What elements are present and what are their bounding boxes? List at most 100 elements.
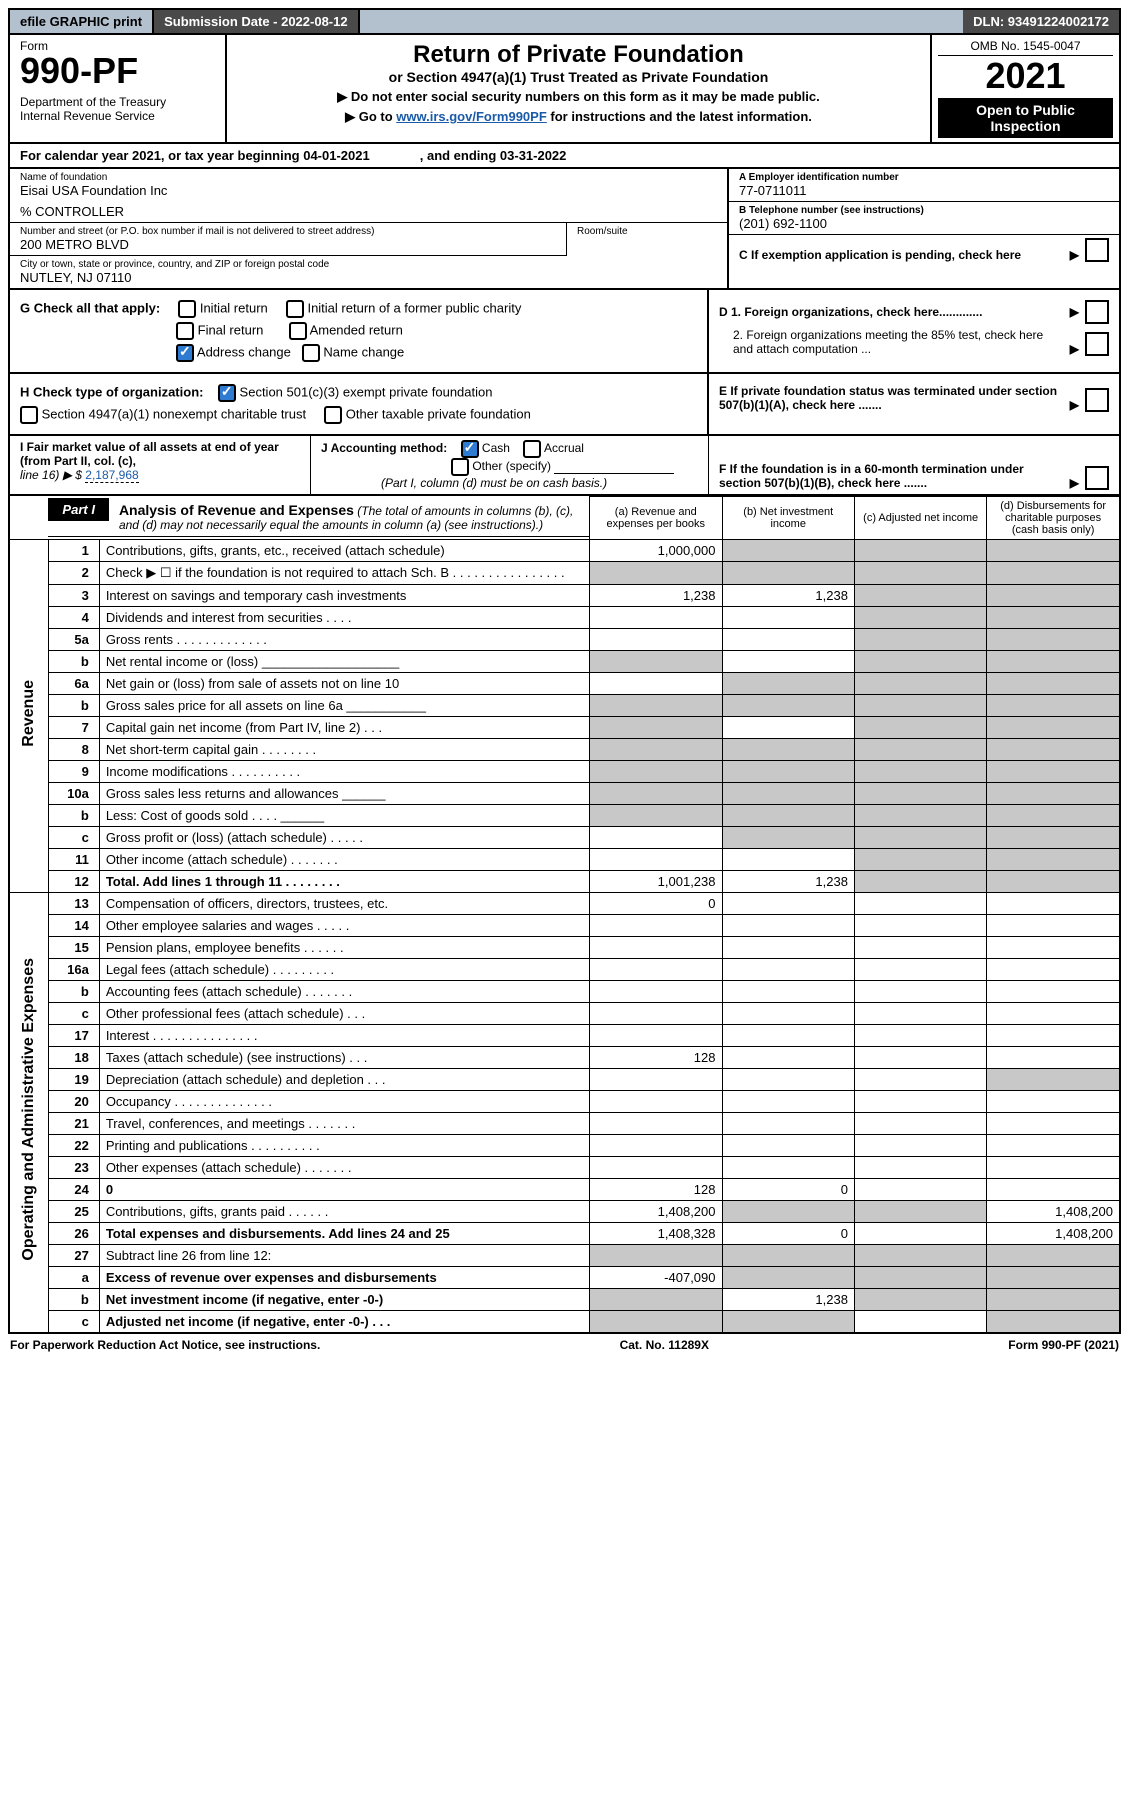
cell-a bbox=[590, 1002, 722, 1024]
row-number: c bbox=[48, 1002, 99, 1024]
cell-a bbox=[590, 804, 722, 826]
col-b-header: (b) Net investment income bbox=[722, 496, 854, 539]
cell-b: 0 bbox=[722, 1222, 854, 1244]
cell-b bbox=[722, 1046, 854, 1068]
col-a-header: (a) Revenue and expenses per books bbox=[590, 496, 722, 539]
cell-a bbox=[590, 650, 722, 672]
d1-label: D 1. Foreign organizations, check here..… bbox=[719, 305, 1064, 319]
row-desc: 0 bbox=[99, 1178, 589, 1200]
chk-initial-former[interactable] bbox=[286, 300, 304, 318]
cell-a bbox=[590, 760, 722, 782]
cell-d bbox=[987, 848, 1120, 870]
row-number: b bbox=[48, 980, 99, 1002]
lbl-501c3: Section 501(c)(3) exempt private foundat… bbox=[240, 384, 493, 399]
row-desc: Depreciation (attach schedule) and deple… bbox=[99, 1068, 589, 1090]
chk-initial[interactable] bbox=[178, 300, 196, 318]
row-desc: Gross rents . . . . . . . . . . . . . bbox=[99, 628, 589, 650]
chk-other-method[interactable] bbox=[451, 458, 469, 476]
cell-c bbox=[854, 826, 986, 848]
chk-501c3[interactable] bbox=[218, 384, 236, 402]
f-checkbox[interactable] bbox=[1085, 466, 1109, 490]
cell-a bbox=[590, 914, 722, 936]
fmv-value-link[interactable]: 2,187,968 bbox=[85, 468, 138, 483]
cell-d bbox=[987, 584, 1120, 606]
row-desc: Other professional fees (attach schedule… bbox=[99, 1002, 589, 1024]
checkbox-section-he: H Check type of organization: Section 50… bbox=[8, 374, 1121, 436]
chk-accrual[interactable] bbox=[523, 440, 541, 458]
row-desc: Gross profit or (loss) (attach schedule)… bbox=[99, 826, 589, 848]
cell-d bbox=[987, 826, 1120, 848]
cell-c bbox=[854, 892, 986, 914]
row-desc: Occupancy . . . . . . . . . . . . . . bbox=[99, 1090, 589, 1112]
irs-link[interactable]: www.irs.gov/Form990PF bbox=[396, 109, 547, 124]
row-number: 17 bbox=[48, 1024, 99, 1046]
street-address: 200 METRO BLVD bbox=[20, 237, 556, 252]
row-number: b bbox=[48, 1288, 99, 1310]
cell-d bbox=[987, 716, 1120, 738]
chk-name-change[interactable] bbox=[302, 344, 320, 362]
row-desc: Legal fees (attach schedule) . . . . . .… bbox=[99, 958, 589, 980]
c-checkbox[interactable] bbox=[1085, 238, 1109, 262]
efile-print-button[interactable]: efile GRAPHIC print bbox=[10, 10, 154, 33]
chk-other-taxable[interactable] bbox=[324, 406, 342, 424]
cell-a bbox=[590, 628, 722, 650]
chk-amended[interactable] bbox=[289, 322, 307, 340]
e-checkbox[interactable] bbox=[1085, 388, 1109, 412]
cell-a bbox=[590, 1090, 722, 1112]
row-desc: Total. Add lines 1 through 11 . . . . . … bbox=[99, 870, 589, 892]
cell-d bbox=[987, 782, 1120, 804]
row-desc: Contributions, gifts, grants paid . . . … bbox=[99, 1200, 589, 1222]
cell-d bbox=[987, 672, 1120, 694]
row-desc: Interest . . . . . . . . . . . . . . . bbox=[99, 1024, 589, 1046]
cell-b bbox=[722, 848, 854, 870]
row-number: 13 bbox=[48, 892, 99, 914]
row-desc: Net investment income (if negative, ente… bbox=[99, 1288, 589, 1310]
cell-d bbox=[987, 694, 1120, 716]
row-number: 12 bbox=[48, 870, 99, 892]
row-number: 2 bbox=[48, 561, 99, 584]
side-label: Revenue bbox=[9, 539, 48, 892]
row-number: 5a bbox=[48, 628, 99, 650]
row-number: 20 bbox=[48, 1090, 99, 1112]
checkbox-section-gd: G Check all that apply: Initial return I… bbox=[8, 290, 1121, 374]
cell-a bbox=[590, 782, 722, 804]
chk-4947[interactable] bbox=[20, 406, 38, 424]
e-label: E If private foundation status was termi… bbox=[719, 384, 1064, 412]
row-desc: Net short-term capital gain . . . . . . … bbox=[99, 738, 589, 760]
row-desc: Pension plans, employee benefits . . . .… bbox=[99, 936, 589, 958]
d1-checkbox[interactable] bbox=[1085, 300, 1109, 324]
cell-d bbox=[987, 1002, 1120, 1024]
chk-final[interactable] bbox=[176, 322, 194, 340]
cell-a bbox=[590, 826, 722, 848]
cell-b: 0 bbox=[722, 1178, 854, 1200]
cell-c bbox=[854, 958, 986, 980]
row-desc: Printing and publications . . . . . . . … bbox=[99, 1134, 589, 1156]
part1-table: Part I Analysis of Revenue and Expenses … bbox=[8, 496, 1121, 1334]
d2-checkbox[interactable] bbox=[1085, 332, 1109, 356]
city-state-zip: NUTLEY, NJ 07110 bbox=[20, 270, 717, 285]
arrow-icon: ▶ bbox=[1070, 305, 1079, 319]
cell-a bbox=[590, 1156, 722, 1178]
cell-d bbox=[987, 1046, 1120, 1068]
cell-b bbox=[722, 1134, 854, 1156]
cell-d bbox=[987, 914, 1120, 936]
lbl-initial: Initial return bbox=[200, 300, 268, 315]
lbl-addr-change: Address change bbox=[197, 344, 291, 359]
cell-c bbox=[854, 782, 986, 804]
cell-c bbox=[854, 738, 986, 760]
cell-c bbox=[854, 760, 986, 782]
cell-a bbox=[590, 1024, 722, 1046]
cell-a bbox=[590, 672, 722, 694]
cell-c bbox=[854, 1134, 986, 1156]
row-number: 14 bbox=[48, 914, 99, 936]
instr-pre: ▶ Go to bbox=[345, 109, 396, 124]
chk-cash[interactable] bbox=[461, 440, 479, 458]
cell-d bbox=[987, 1068, 1120, 1090]
row-number: 19 bbox=[48, 1068, 99, 1090]
row-number: b bbox=[48, 650, 99, 672]
row-desc: Excess of revenue over expenses and disb… bbox=[99, 1266, 589, 1288]
cell-d bbox=[987, 561, 1120, 584]
cell-b bbox=[722, 672, 854, 694]
cell-d bbox=[987, 1134, 1120, 1156]
chk-addr-change[interactable] bbox=[176, 344, 194, 362]
